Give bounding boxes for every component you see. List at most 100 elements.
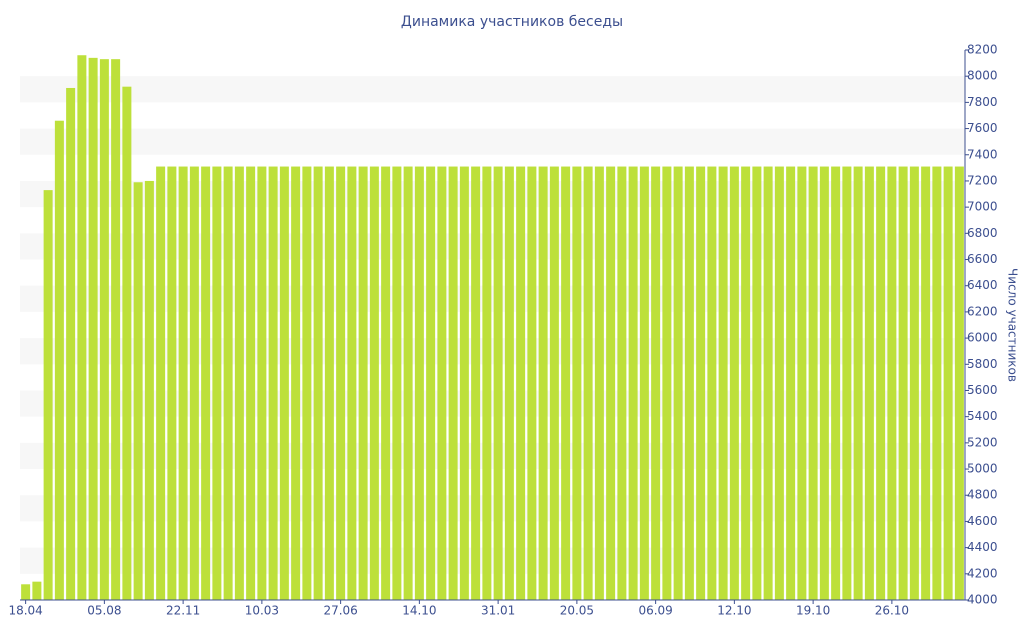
y-tick-label: 4200 <box>967 566 998 580</box>
bar <box>549 166 559 601</box>
y-tick-label: 6000 <box>967 331 998 345</box>
bar <box>336 166 346 601</box>
bar <box>268 166 278 601</box>
bar <box>819 166 829 601</box>
x-tick-label: 27.06 <box>323 604 357 618</box>
bar <box>954 166 964 601</box>
y-tick-label: 6400 <box>967 278 998 292</box>
bar <box>493 166 503 601</box>
bar <box>617 166 627 601</box>
grid-band <box>20 285 965 312</box>
bar <box>831 166 841 601</box>
x-tick-label: 05.08 <box>87 604 121 618</box>
bar <box>921 166 931 601</box>
bar <box>932 166 942 601</box>
grid-band <box>20 233 965 260</box>
bar <box>212 166 222 601</box>
bar <box>752 166 762 601</box>
bar <box>583 166 593 601</box>
grid-band <box>20 495 965 522</box>
bar <box>718 166 728 601</box>
y-tick-label: 7000 <box>967 200 998 214</box>
bar <box>111 59 121 600</box>
grid-band <box>20 76 965 103</box>
bar <box>516 166 526 601</box>
y-tick-label: 6600 <box>967 252 998 266</box>
y-tick-label: 8200 <box>967 43 998 57</box>
bar <box>763 166 773 601</box>
y-tick-label: 4400 <box>967 540 998 554</box>
bar <box>144 180 154 600</box>
bar <box>302 166 312 601</box>
grid-band <box>20 338 965 365</box>
bar <box>606 166 616 601</box>
bar <box>876 166 886 601</box>
y-tick-label: 4600 <box>967 514 998 528</box>
bar <box>403 166 413 601</box>
x-tick-label: 19.10 <box>796 604 830 618</box>
bar <box>594 166 604 601</box>
y-tick-label: 7200 <box>967 173 998 187</box>
bar <box>43 190 53 600</box>
y-axis-label: Число участников <box>1006 268 1020 382</box>
bar <box>246 166 256 601</box>
x-tick-label: 14.10 <box>402 604 436 618</box>
grid-band <box>20 390 965 417</box>
bar <box>471 166 481 601</box>
bar <box>504 166 514 601</box>
bar <box>201 166 211 601</box>
y-tick-label: 7800 <box>967 95 998 109</box>
bar <box>572 166 582 601</box>
y-tick-label: 5000 <box>967 462 998 476</box>
grid-band <box>20 128 965 155</box>
bar <box>527 166 537 601</box>
bar <box>156 166 166 601</box>
bar <box>741 166 751 601</box>
bar <box>909 166 919 601</box>
bar <box>178 166 188 601</box>
grid-band <box>20 180 965 208</box>
bar <box>133 182 143 600</box>
y-tick-label: 6800 <box>967 226 998 240</box>
bar <box>234 166 244 601</box>
bar <box>437 166 447 601</box>
bar <box>167 166 177 601</box>
x-tick-label: 31.01 <box>481 604 515 618</box>
bar <box>943 166 953 601</box>
bar <box>561 166 571 601</box>
bar <box>21 584 31 600</box>
bar <box>729 166 739 601</box>
bar <box>279 166 289 601</box>
bar <box>54 120 64 600</box>
y-tick-label: 6200 <box>967 304 998 318</box>
bar <box>864 166 874 601</box>
bar <box>842 166 852 601</box>
bar <box>673 166 683 601</box>
bar <box>223 166 233 601</box>
bar <box>797 166 807 601</box>
bar <box>628 166 638 601</box>
bar <box>887 166 897 601</box>
bar <box>77 55 87 600</box>
y-tick-label: 4000 <box>967 593 998 607</box>
bar <box>482 166 492 601</box>
bar <box>538 166 548 601</box>
bar <box>257 166 267 601</box>
bar <box>651 166 661 601</box>
bar <box>707 166 717 601</box>
bar <box>381 166 391 601</box>
bar <box>459 166 469 601</box>
x-tick-label: 26.10 <box>875 604 909 618</box>
grid-band <box>20 442 965 470</box>
bar <box>448 166 458 601</box>
y-tick-label: 5600 <box>967 383 998 397</box>
y-tick-label: 8000 <box>967 69 998 83</box>
bar <box>369 166 379 601</box>
bar <box>189 166 199 601</box>
grid-band <box>20 547 965 574</box>
bar <box>324 166 334 601</box>
x-tick-label: 12.10 <box>717 604 751 618</box>
x-tick-label: 20.05 <box>560 604 594 618</box>
bar <box>122 86 132 600</box>
